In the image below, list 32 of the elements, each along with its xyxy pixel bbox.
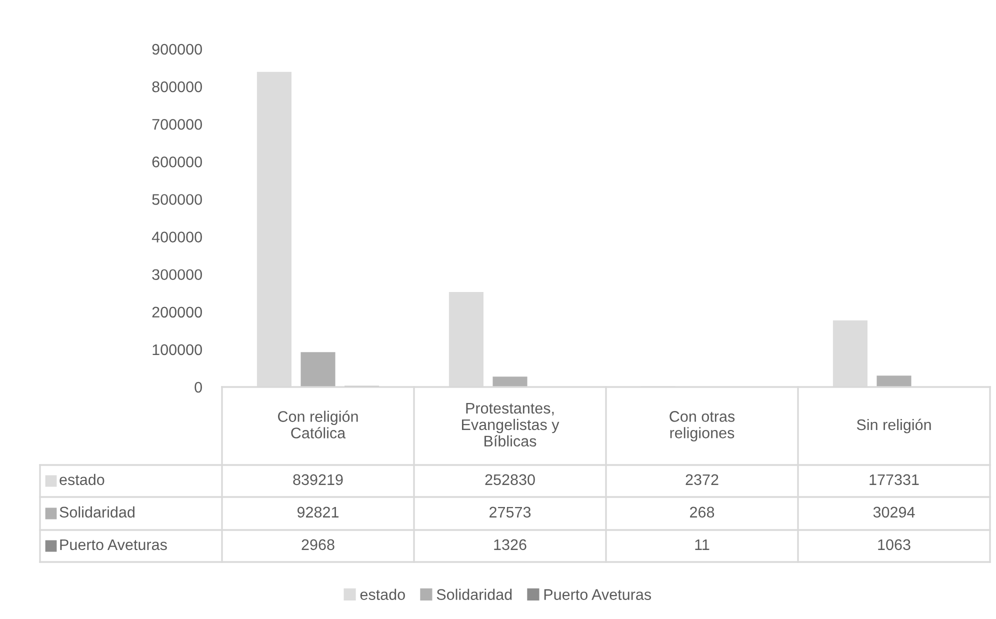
- data-label: 27573: [490, 506, 531, 518]
- data-label: 92821: [297, 506, 338, 518]
- data-label: 1063: [878, 539, 910, 550]
- data-label: 30294: [873, 506, 915, 518]
- data-label: 2372: [686, 474, 718, 486]
- y-tick-label: 100000: [152, 344, 202, 356]
- y-tick-label: 400000: [152, 232, 202, 242]
- y-tick-label: 200000: [152, 306, 202, 318]
- text: Solidaridad: [60, 506, 134, 518]
- y-tick-label: 800000: [152, 81, 202, 92]
- x-tick-label: Sin religión: [856, 418, 931, 434]
- legend-label: Puerto Aveturas: [544, 589, 652, 600]
- data-label: 2968: [302, 539, 334, 550]
- data-label: 839219: [293, 474, 343, 486]
- x-tick-label: Con religión Católica: [278, 410, 358, 438]
- y-tick-label: 300000: [152, 269, 202, 280]
- y-tick-label: 900000: [152, 44, 202, 55]
- data-label: 252830: [485, 474, 535, 486]
- y-tick-label: 600000: [152, 156, 202, 168]
- legend-label: Solidaridad: [436, 588, 512, 600]
- y-tick-label: 0: [194, 382, 202, 393]
- data-label: 1326: [494, 539, 526, 550]
- data-label: 268: [690, 506, 714, 518]
- data-label: 177331: [870, 474, 919, 486]
- y-tick-label: 500000: [152, 194, 202, 205]
- data-label: 11: [695, 539, 710, 550]
- text: Puerto Aveturas: [60, 539, 167, 550]
- text: estado: [360, 588, 405, 600]
- x-tick-label: Protestantes, Evangelistas y Bíblicas: [462, 402, 560, 447]
- x-tick-label: Con otras religiones: [670, 411, 735, 442]
- legend-label: estado: [60, 474, 104, 486]
- y-tick-label: 700000: [152, 118, 202, 130]
